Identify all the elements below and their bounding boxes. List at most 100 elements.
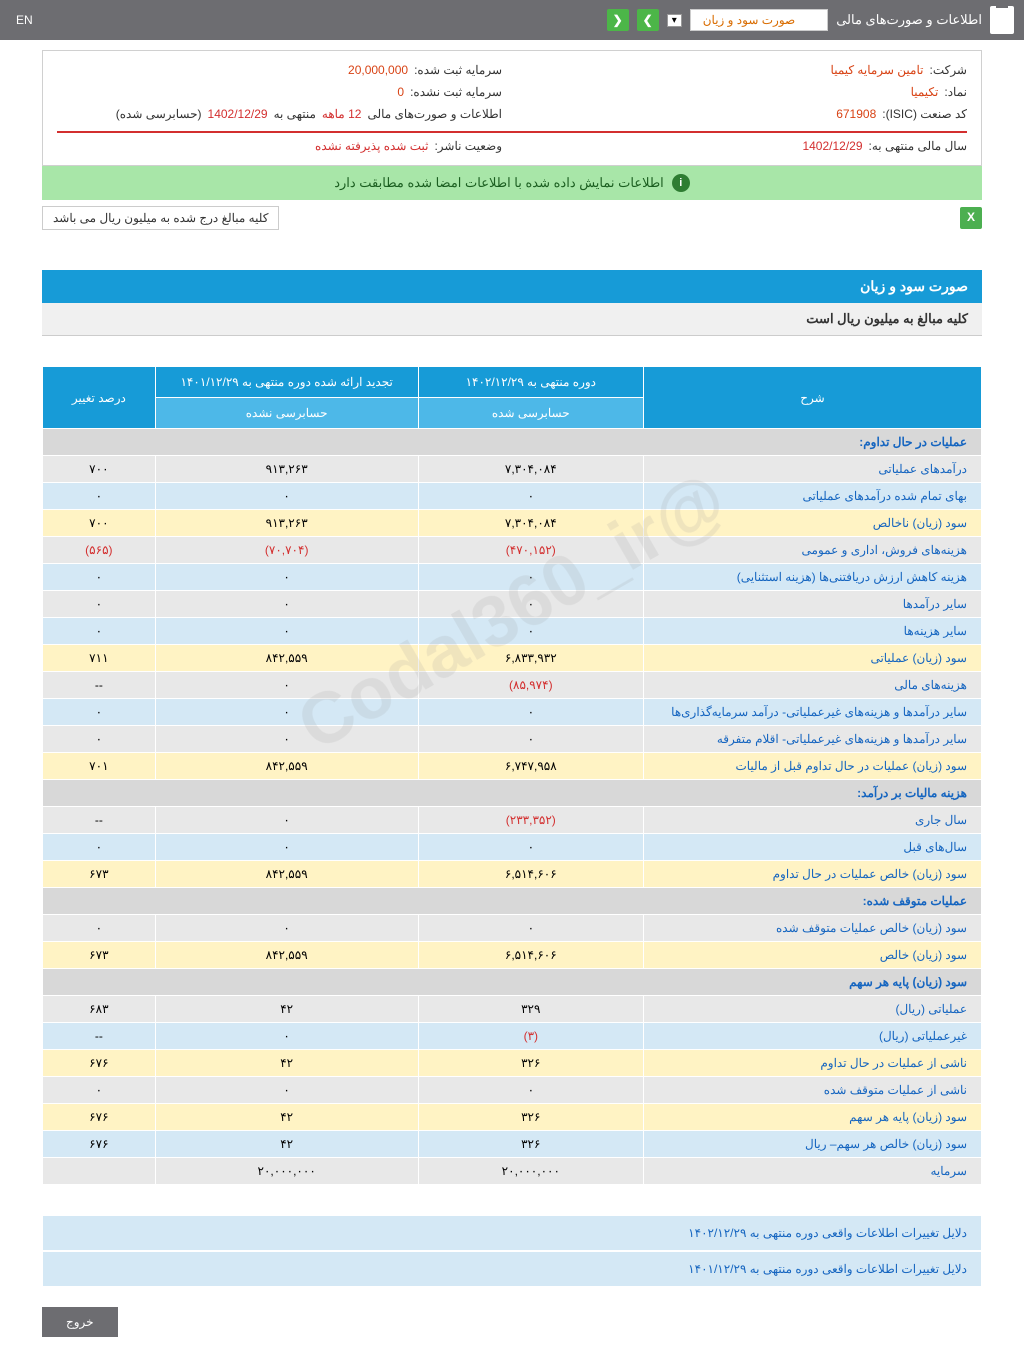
row-label: سایر درآمدها و هزینه‌های غیرعملیاتی- اقل… (643, 726, 981, 753)
table-row: درآمدهای عملیاتی۷,۳۰۴,۰۸۴۹۱۳,۲۶۳۷۰۰ (43, 456, 982, 483)
value-fiscal: 1402/12/29 (802, 139, 862, 153)
table-row: عملیات متوقف شده: (43, 888, 982, 915)
row-label: سایر هزینه‌ها (643, 618, 981, 645)
dropdown-arrow-icon[interactable]: ▾ (667, 14, 682, 27)
row-change: ۶۷۶ (43, 1050, 156, 1077)
nav-prev-button[interactable]: ❮ (607, 9, 629, 31)
table-row: سود (زیان) خالص عملیات متوقف شده۰۰۰ (43, 915, 982, 942)
table-row: سایر هزینه‌ها۰۰۰ (43, 618, 982, 645)
row-period1: (۳) (418, 1023, 643, 1050)
section-header-cell: عملیات متوقف شده: (43, 888, 982, 915)
table-row: ناشی از عملیات متوقف شده۰۰۰ (43, 1077, 982, 1104)
row-label: غیرعملیاتی (ریال) (643, 1023, 981, 1050)
row-period1: (۴۷۰,۱۵۲) (418, 537, 643, 564)
row-period1: ۳۲۶ (418, 1104, 643, 1131)
th-period1: دوره منتهی به ۱۴۰۲/۱۲/۲۹ (418, 367, 643, 398)
info-company: شرکت: تامین سرمایه کیمیا (522, 61, 967, 79)
row-period2: ۴۲ (155, 996, 418, 1023)
info-capital-reg: سرمایه ثبت شده:20,000,000 (57, 61, 502, 79)
label-status: وضعیت ناشر: (434, 139, 502, 153)
table-row: سود (زیان) پایه هر سهم۳۲۶۴۲۶۷۶ (43, 1104, 982, 1131)
table-row: هزینه‌های مالی(۸۵,۹۷۴)۰-- (43, 672, 982, 699)
row-period2: ۴۲ (155, 1050, 418, 1077)
value-statements-date: 1402/12/29 (208, 107, 268, 121)
table-row: سود (زیان) ناخالص۷,۳۰۴,۰۸۴۹۱۳,۲۶۳۷۰۰ (43, 510, 982, 537)
header-right: EN (10, 13, 39, 27)
excel-export-icon[interactable] (960, 207, 982, 229)
row-period2: ۸۴۲,۵۵۹ (155, 645, 418, 672)
value-company: تامین سرمایه کیمیا (831, 63, 924, 77)
label-company: شرکت: (929, 63, 967, 77)
row-period2: ۰ (155, 672, 418, 699)
row-change: ۰ (43, 591, 156, 618)
table-row: سود (زیان) عملیاتی۶,۸۳۳,۹۳۲۸۴۲,۵۵۹۷۱۱ (43, 645, 982, 672)
table-row: سود (زیان) خالص عملیات در حال تداوم۶,۵۱۴… (43, 861, 982, 888)
row-period1: ۰ (418, 483, 643, 510)
row-change (43, 1158, 156, 1185)
row-period1: ۳۲۶ (418, 1131, 643, 1158)
note-bar: کلیه مبالغ درج شده به میلیون ریال می باش… (42, 206, 982, 230)
label-statements: اطلاعات و صورت‌های مالی (367, 107, 502, 121)
row-change: ۷۰۰ (43, 456, 156, 483)
row-period2: ۰ (155, 1023, 418, 1050)
row-period2: ۲۰,۰۰۰,۰۰۰ (155, 1158, 418, 1185)
lang-toggle[interactable]: EN (10, 13, 39, 27)
row-label: بهای تمام شده درآمدهای عملیاتی (643, 483, 981, 510)
table-row: سود (زیان) عملیات در حال تداوم قبل از ما… (43, 753, 982, 780)
row-period1: ۶,۵۱۴,۶۰۶ (418, 942, 643, 969)
row-period1: ۰ (418, 915, 643, 942)
row-period2: ۰ (155, 915, 418, 942)
row-change: ۰ (43, 834, 156, 861)
row-period2: ۰ (155, 699, 418, 726)
value-statements-pre: 12 ماهه (322, 107, 362, 121)
info-statements: اطلاعات و صورت‌های مالی12 ماههمنتهی به14… (57, 105, 502, 123)
row-period2: ۰ (155, 834, 418, 861)
section-subtitle: کلیه مبالغ به میلیون ریال است (42, 303, 982, 336)
row-period2: ۴۲ (155, 1104, 418, 1131)
row-period1: ۲۰,۰۰۰,۰۰۰ (418, 1158, 643, 1185)
value-capital-unreg: 0 (397, 85, 404, 99)
report-dropdown[interactable]: صورت سود و زیان (690, 9, 828, 31)
section-header-cell: سود (زیان) پایه هر سهم (43, 969, 982, 996)
table-row: سایر درآمدها۰۰۰ (43, 591, 982, 618)
value-isic: 671908 (836, 107, 876, 121)
row-change: ۰ (43, 564, 156, 591)
row-change: ۶۷۶ (43, 1131, 156, 1158)
table-row: هزینه کاهش ارزش دریافتنی‌ها (هزینه استثن… (43, 564, 982, 591)
row-period2: ۴۲ (155, 1131, 418, 1158)
row-period1: ۰ (418, 591, 643, 618)
row-change: ۰ (43, 1077, 156, 1104)
verification-banner: i اطلاعات نمایش داده شده با اطلاعات امضا… (42, 166, 982, 200)
row-label: هزینه کاهش ارزش دریافتنی‌ها (هزینه استثن… (643, 564, 981, 591)
row-period2: ۰ (155, 807, 418, 834)
row-period2: ۰ (155, 591, 418, 618)
th-unaudited: حسابرسی نشده (155, 398, 418, 429)
nav-next-button[interactable]: ❯ (637, 9, 659, 31)
table-row: بهای تمام شده درآمدهای عملیاتی۰۰۰ (43, 483, 982, 510)
label-isic: کد صنعت (ISIC): (882, 107, 967, 121)
exit-button[interactable]: خروج (42, 1307, 118, 1337)
row-change: ۷۱۱ (43, 645, 156, 672)
table-row: سال‌های قبل۰۰۰ (43, 834, 982, 861)
info-status: وضعیت ناشر:ثبت شده پذیرفته نشده (57, 137, 502, 155)
label-symbol: نماد: (944, 85, 967, 99)
footer-row-2: دلایل تغییرات اطلاعات واقعی دوره منتهی ب… (42, 1251, 982, 1287)
divider (57, 131, 967, 133)
row-period1: ۰ (418, 834, 643, 861)
info-capital-unreg: سرمایه ثبت نشده:0 (57, 83, 502, 101)
th-audited: حسابرسی شده (418, 398, 643, 429)
info-fiscal: سال مالی منتهی به:1402/12/29 (522, 137, 967, 155)
row-period1: ۰ (418, 699, 643, 726)
row-label: ناشی از عملیات در حال تداوم (643, 1050, 981, 1077)
row-period1: ۷,۳۰۴,۰۸۴ (418, 456, 643, 483)
row-period2: (۷۰,۷۰۴) (155, 537, 418, 564)
row-label: هزینه‌های فروش، اداری و عمومی (643, 537, 981, 564)
row-period1: (۸۵,۹۷۴) (418, 672, 643, 699)
header-bar: اطلاعات و صورت‌های مالی صورت سود و زیان … (0, 0, 1024, 40)
table-row: سایر درآمدها و هزینه‌های غیرعملیاتی- اقل… (43, 726, 982, 753)
row-period1: ۰ (418, 618, 643, 645)
row-period1: ۶,۵۱۴,۶۰۶ (418, 861, 643, 888)
section-header-cell: عملیات در حال تداوم: (43, 429, 982, 456)
row-label: سرمایه (643, 1158, 981, 1185)
header-title: اطلاعات و صورت‌های مالی (836, 12, 982, 28)
